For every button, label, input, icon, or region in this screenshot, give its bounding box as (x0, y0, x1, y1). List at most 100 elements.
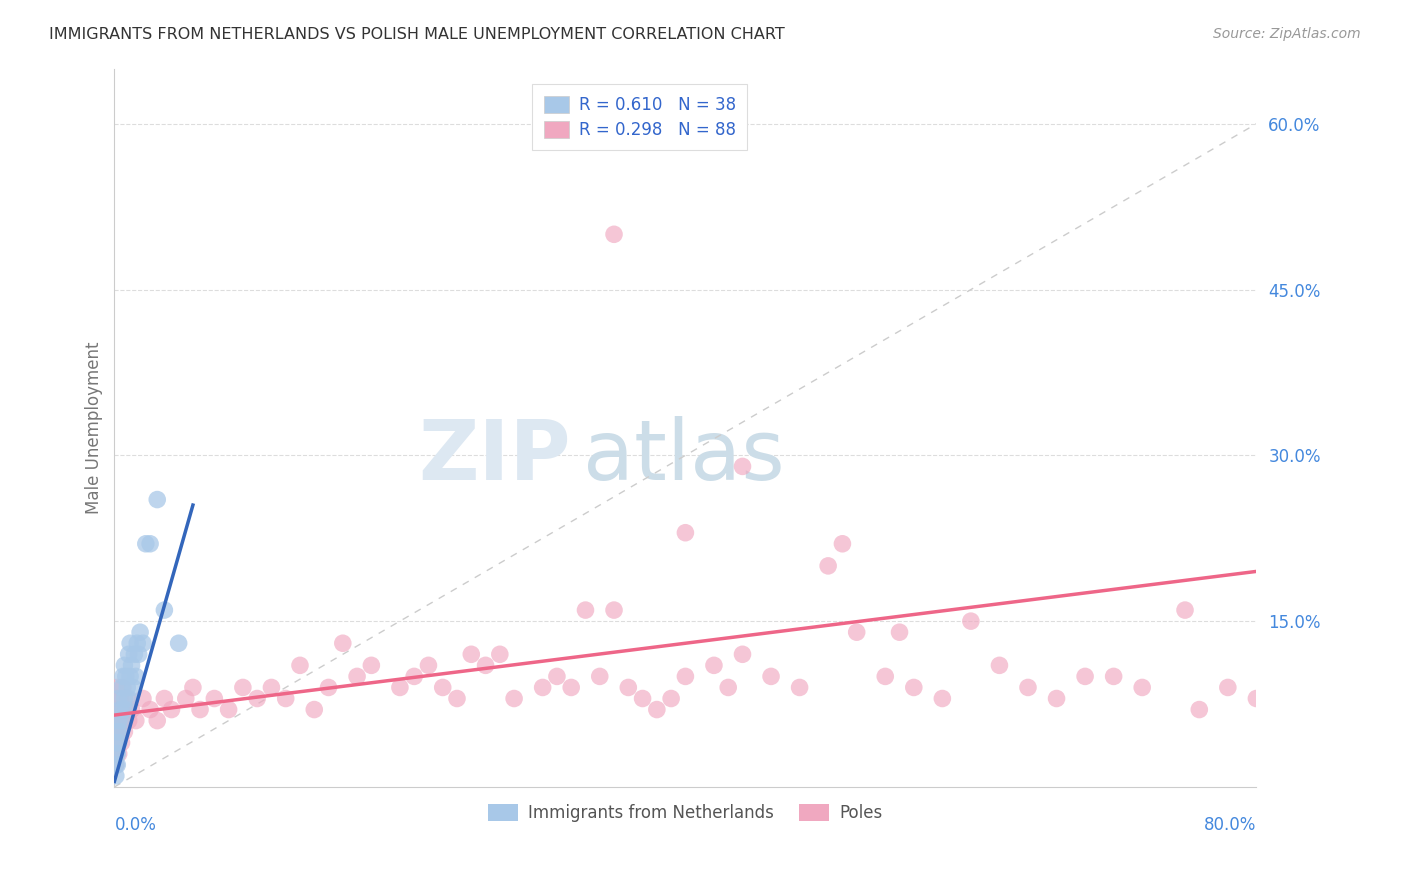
Point (603, 603, 626, 617)
Point (110, 702, 132, 716)
Point (146, 492, 169, 507)
Point (1188, 702, 1211, 716)
Point (404, 669, 426, 683)
Point (105, 747, 128, 761)
Text: ZIP: ZIP (419, 416, 571, 497)
Point (218, 702, 240, 716)
Point (645, 702, 668, 716)
Point (388, 681, 411, 695)
Point (418, 658, 440, 673)
Point (122, 681, 145, 695)
Point (903, 681, 925, 695)
Point (589, 669, 612, 683)
Point (546, 669, 568, 683)
Point (446, 691, 468, 706)
Point (105, 681, 128, 695)
Point (1130, 681, 1153, 695)
Point (125, 714, 148, 728)
Point (104, 736, 127, 750)
Point (988, 658, 1011, 673)
Point (603, 227, 626, 242)
Point (117, 691, 139, 706)
Point (304, 702, 326, 716)
Point (107, 714, 129, 728)
Point (112, 724, 135, 739)
Point (135, 537, 157, 551)
Point (717, 681, 740, 695)
Point (108, 724, 131, 739)
Point (114, 669, 136, 683)
Point (105, 702, 128, 716)
Point (960, 614, 983, 628)
Point (246, 691, 269, 706)
Point (112, 658, 135, 673)
Point (107, 691, 129, 706)
Point (181, 681, 204, 695)
Point (104, 714, 127, 728)
Point (474, 658, 496, 673)
Point (931, 691, 953, 706)
Point (1216, 681, 1239, 695)
Point (288, 658, 311, 673)
Legend: Immigrants from Netherlands, Poles: Immigrants from Netherlands, Poles (482, 797, 889, 829)
Point (631, 691, 654, 706)
Point (318, 681, 340, 695)
Point (114, 702, 136, 716)
Point (789, 681, 811, 695)
Point (1074, 669, 1097, 683)
Point (673, 669, 696, 683)
Point (889, 625, 911, 640)
Point (673, 525, 696, 540)
Point (146, 714, 169, 728)
Point (1017, 681, 1039, 695)
Point (111, 681, 134, 695)
Text: IMMIGRANTS FROM NETHERLANDS VS POLISH MALE UNEMPLOYMENT CORRELATION CHART: IMMIGRANTS FROM NETHERLANDS VS POLISH MA… (49, 27, 785, 42)
Point (118, 714, 141, 728)
Point (120, 636, 142, 650)
Point (104, 769, 127, 783)
Point (117, 681, 139, 695)
Point (703, 658, 725, 673)
Point (202, 691, 225, 706)
Point (107, 714, 129, 728)
Point (274, 691, 297, 706)
Point (112, 691, 135, 706)
Point (118, 648, 141, 662)
Point (104, 747, 127, 761)
Point (105, 736, 128, 750)
Point (120, 669, 142, 683)
Y-axis label: Male Unemployment: Male Unemployment (86, 342, 103, 514)
Point (759, 669, 782, 683)
Point (104, 747, 127, 761)
Text: Source: ZipAtlas.com: Source: ZipAtlas.com (1213, 27, 1361, 41)
Point (332, 636, 354, 650)
Point (121, 658, 143, 673)
Point (617, 681, 640, 695)
Point (503, 691, 526, 706)
Point (105, 757, 128, 772)
Point (574, 603, 596, 617)
Point (110, 714, 132, 728)
Point (346, 669, 368, 683)
Point (659, 691, 682, 706)
Point (875, 669, 897, 683)
Point (139, 702, 162, 716)
Point (531, 681, 554, 695)
Point (831, 537, 853, 551)
Point (111, 702, 134, 716)
Point (845, 625, 868, 640)
Point (132, 691, 155, 706)
Point (188, 702, 211, 716)
Point (107, 736, 129, 750)
Point (260, 681, 283, 695)
Point (139, 537, 162, 551)
Point (817, 558, 839, 573)
Point (104, 691, 127, 706)
Text: 80.0%: 80.0% (1204, 815, 1257, 834)
Point (111, 669, 134, 683)
Point (1045, 691, 1067, 706)
Point (129, 625, 152, 640)
Point (107, 747, 129, 761)
Point (108, 724, 131, 739)
Point (1246, 691, 1268, 706)
